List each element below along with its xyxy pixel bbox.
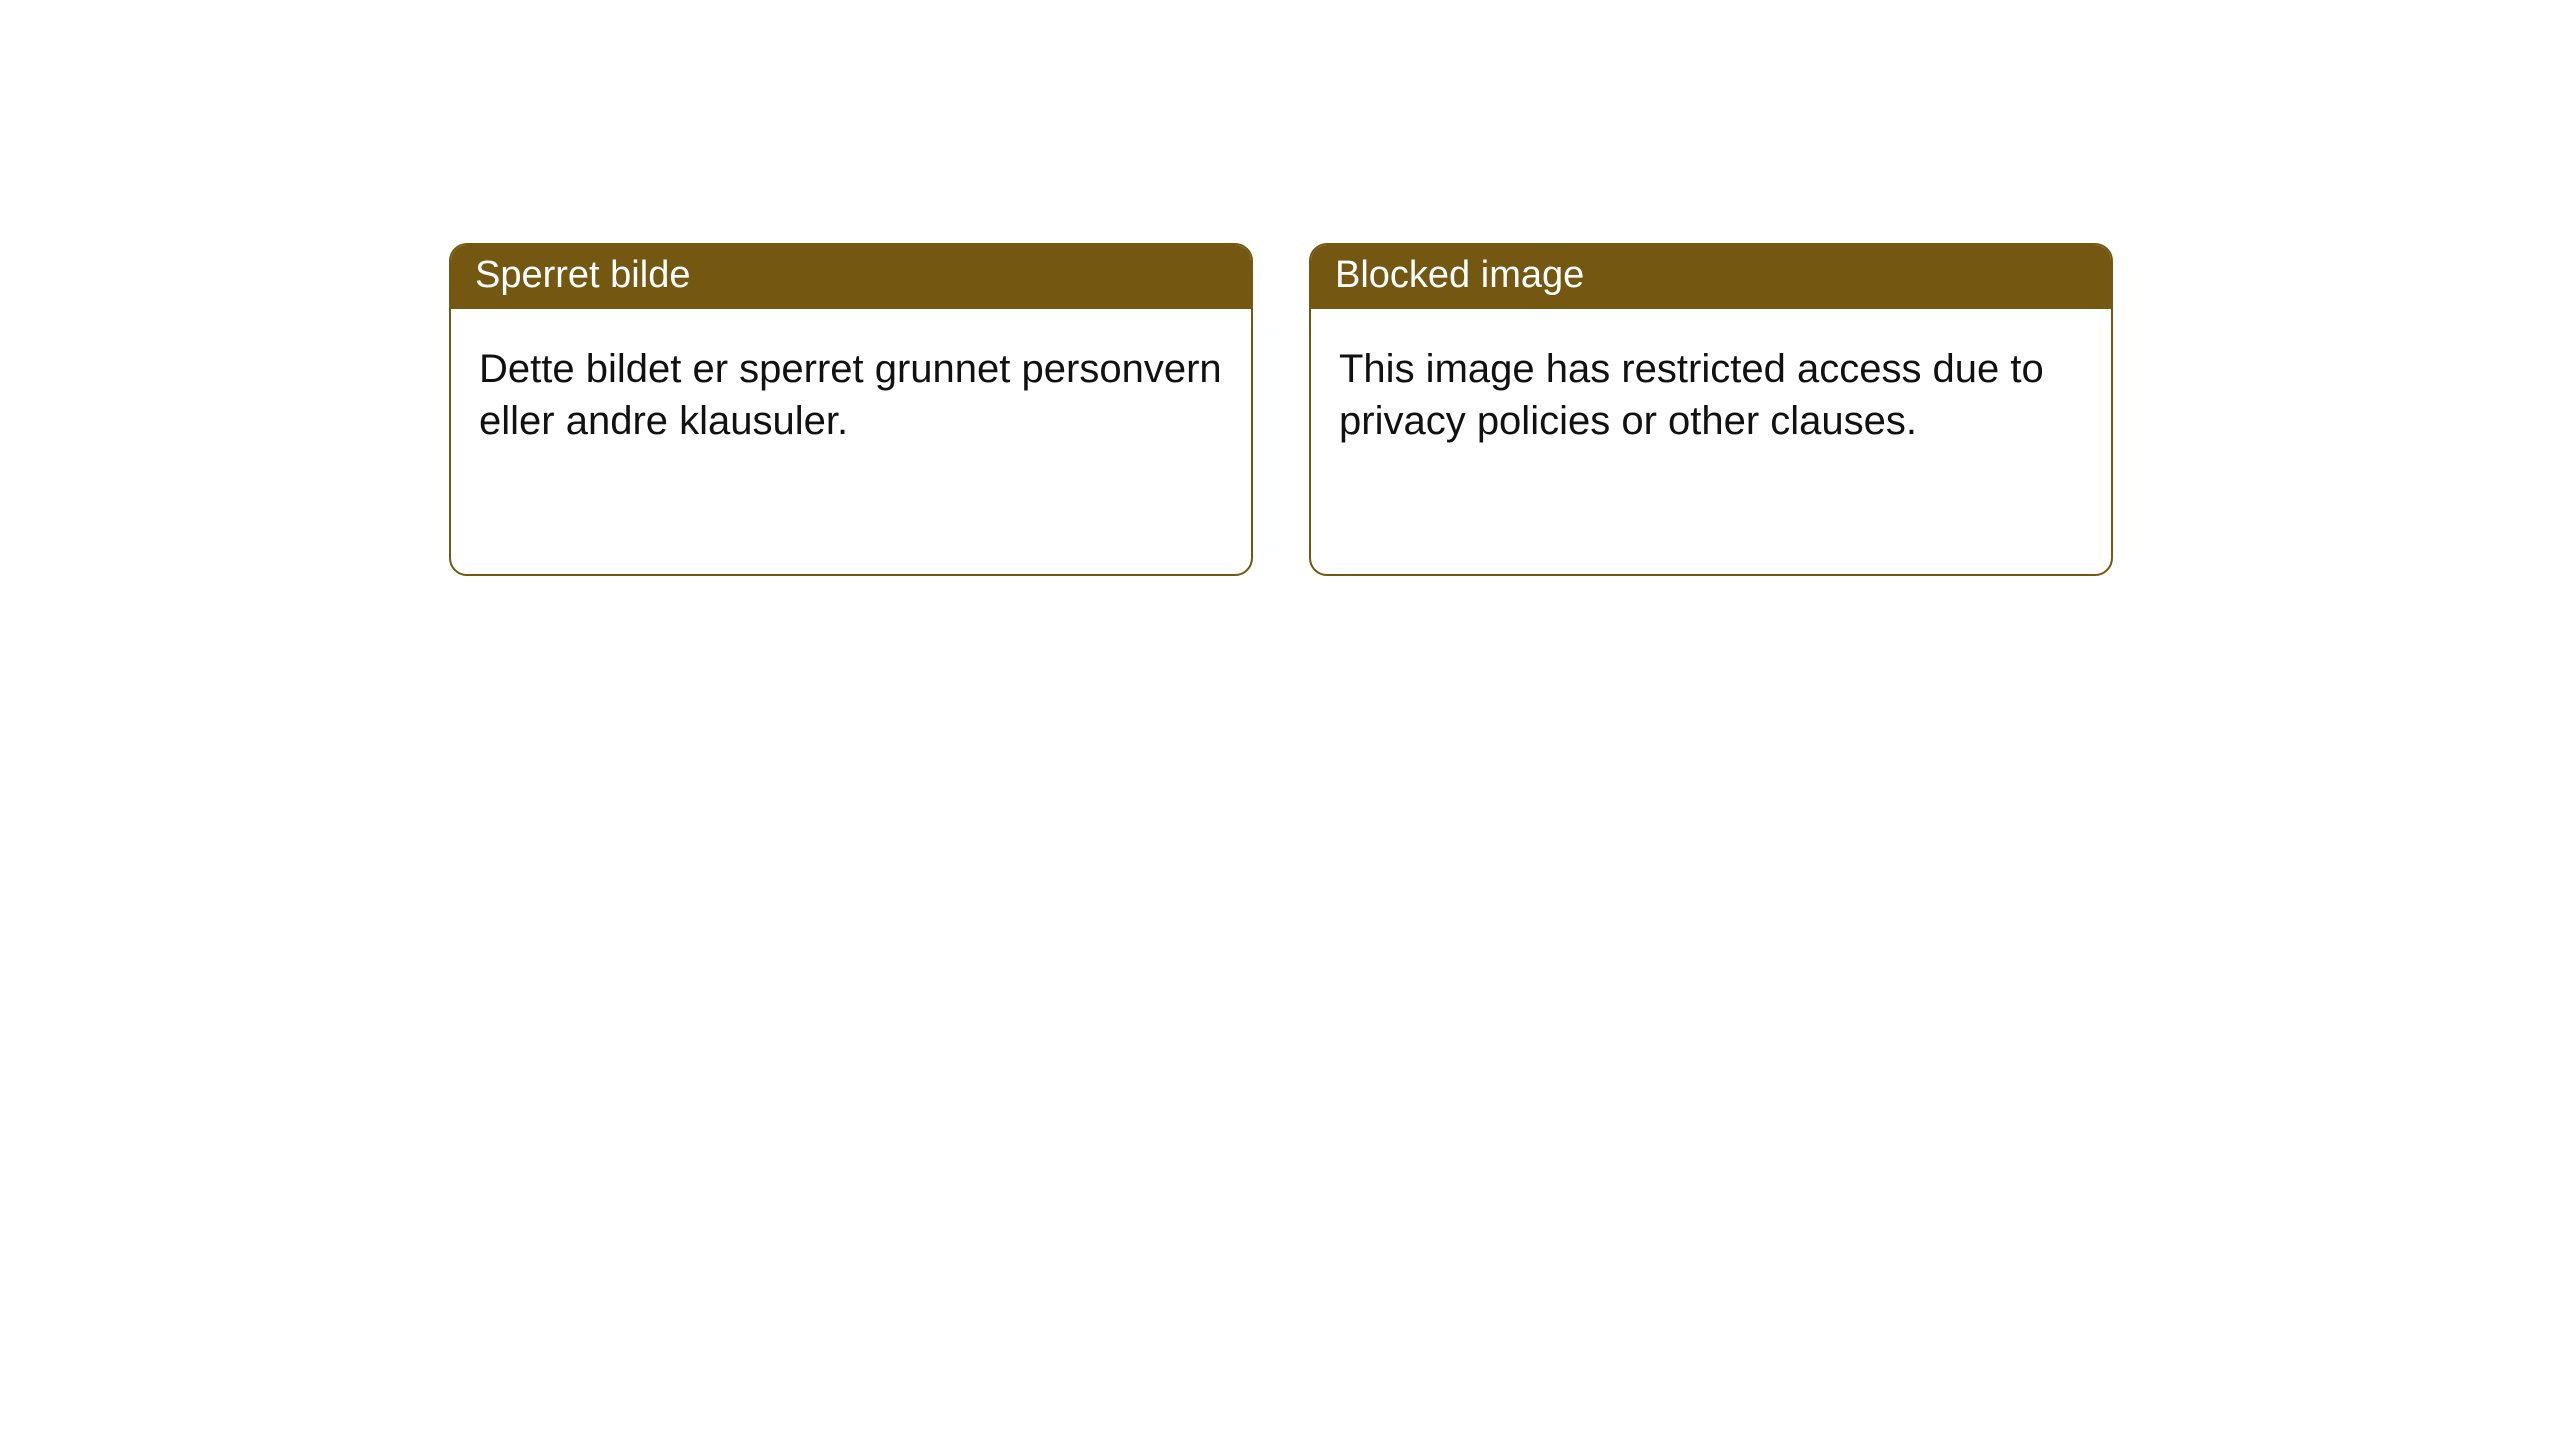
notice-card-en: Blocked image This image has restricted … bbox=[1309, 243, 2113, 576]
notice-title-no: Sperret bilde bbox=[451, 245, 1251, 309]
notice-container: Sperret bilde Dette bildet er sperret gr… bbox=[0, 0, 2560, 576]
notice-body-en: This image has restricted access due to … bbox=[1311, 309, 2111, 574]
notice-title-en: Blocked image bbox=[1311, 245, 2111, 309]
notice-card-no: Sperret bilde Dette bildet er sperret gr… bbox=[449, 243, 1253, 576]
notice-body-no: Dette bildet er sperret grunnet personve… bbox=[451, 309, 1251, 574]
